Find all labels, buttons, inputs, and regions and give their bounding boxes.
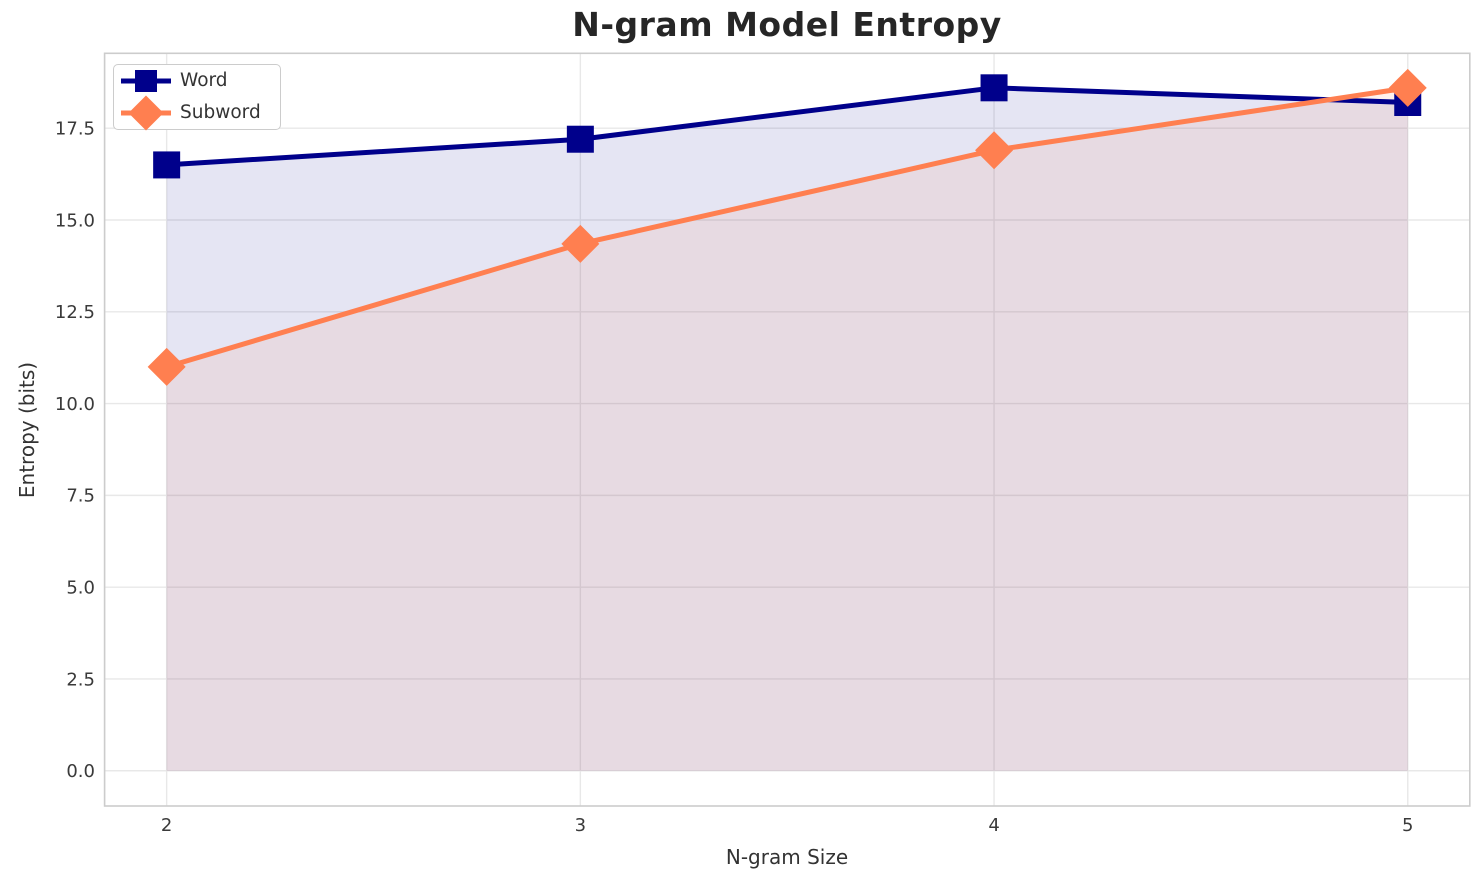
y-tick-label: 10.0 bbox=[55, 394, 95, 415]
legend-label: Subword bbox=[180, 102, 261, 123]
tick-labels: 0.0 2.5 5.0 7.5 10.0 12.5 15.0 17.5 2 3 4 5 bbox=[55, 119, 1414, 836]
y-tick-label: 15.0 bbox=[55, 210, 95, 231]
area-fills bbox=[166, 87, 1408, 771]
series-fill-word bbox=[166, 87, 1408, 771]
diamond-marker-icon bbox=[121, 95, 171, 131]
x-tick-label: 4 bbox=[988, 815, 999, 836]
y-axis-label: Entropy (bits) bbox=[15, 361, 39, 499]
data-point-subword-2 bbox=[147, 347, 186, 386]
series-line-subword bbox=[165, 85, 1409, 370]
y-tick-label: 17.5 bbox=[55, 119, 95, 140]
legend-item-word: Word bbox=[118, 65, 274, 97]
series-fill-subword bbox=[166, 87, 1408, 771]
legend-label: Word bbox=[180, 70, 228, 91]
y-tick-label: 7.5 bbox=[66, 486, 95, 507]
data-point-subword-4 bbox=[975, 131, 1014, 170]
y-tick-label: 2.5 bbox=[66, 669, 95, 690]
legend: Word Subword bbox=[113, 64, 281, 131]
chart-title: N-gram Model Entropy bbox=[572, 5, 1002, 44]
gridlines bbox=[104, 53, 1470, 806]
x-tick-label: 2 bbox=[161, 815, 172, 836]
x-tick-label: 3 bbox=[575, 815, 586, 836]
x-tick-label: 5 bbox=[1402, 815, 1413, 836]
series-line-word bbox=[166, 85, 1408, 168]
data-point-word-4 bbox=[980, 74, 1008, 102]
y-tick-label: 12.5 bbox=[55, 302, 95, 323]
plot-border bbox=[103, 52, 1471, 807]
data-point-word-3 bbox=[566, 125, 594, 153]
data-point-word-2 bbox=[153, 151, 181, 179]
data-point-subword-3 bbox=[561, 224, 600, 263]
data-point-subword-5 bbox=[1388, 68, 1427, 107]
y-tick-label: 5.0 bbox=[66, 577, 95, 598]
series-subword bbox=[147, 68, 1427, 386]
square-marker-icon bbox=[121, 70, 171, 92]
legend-item-subword: Subword bbox=[118, 95, 274, 131]
x-axis-label: N-gram Size bbox=[725, 845, 849, 869]
y-tick-label: 0.0 bbox=[66, 761, 95, 782]
